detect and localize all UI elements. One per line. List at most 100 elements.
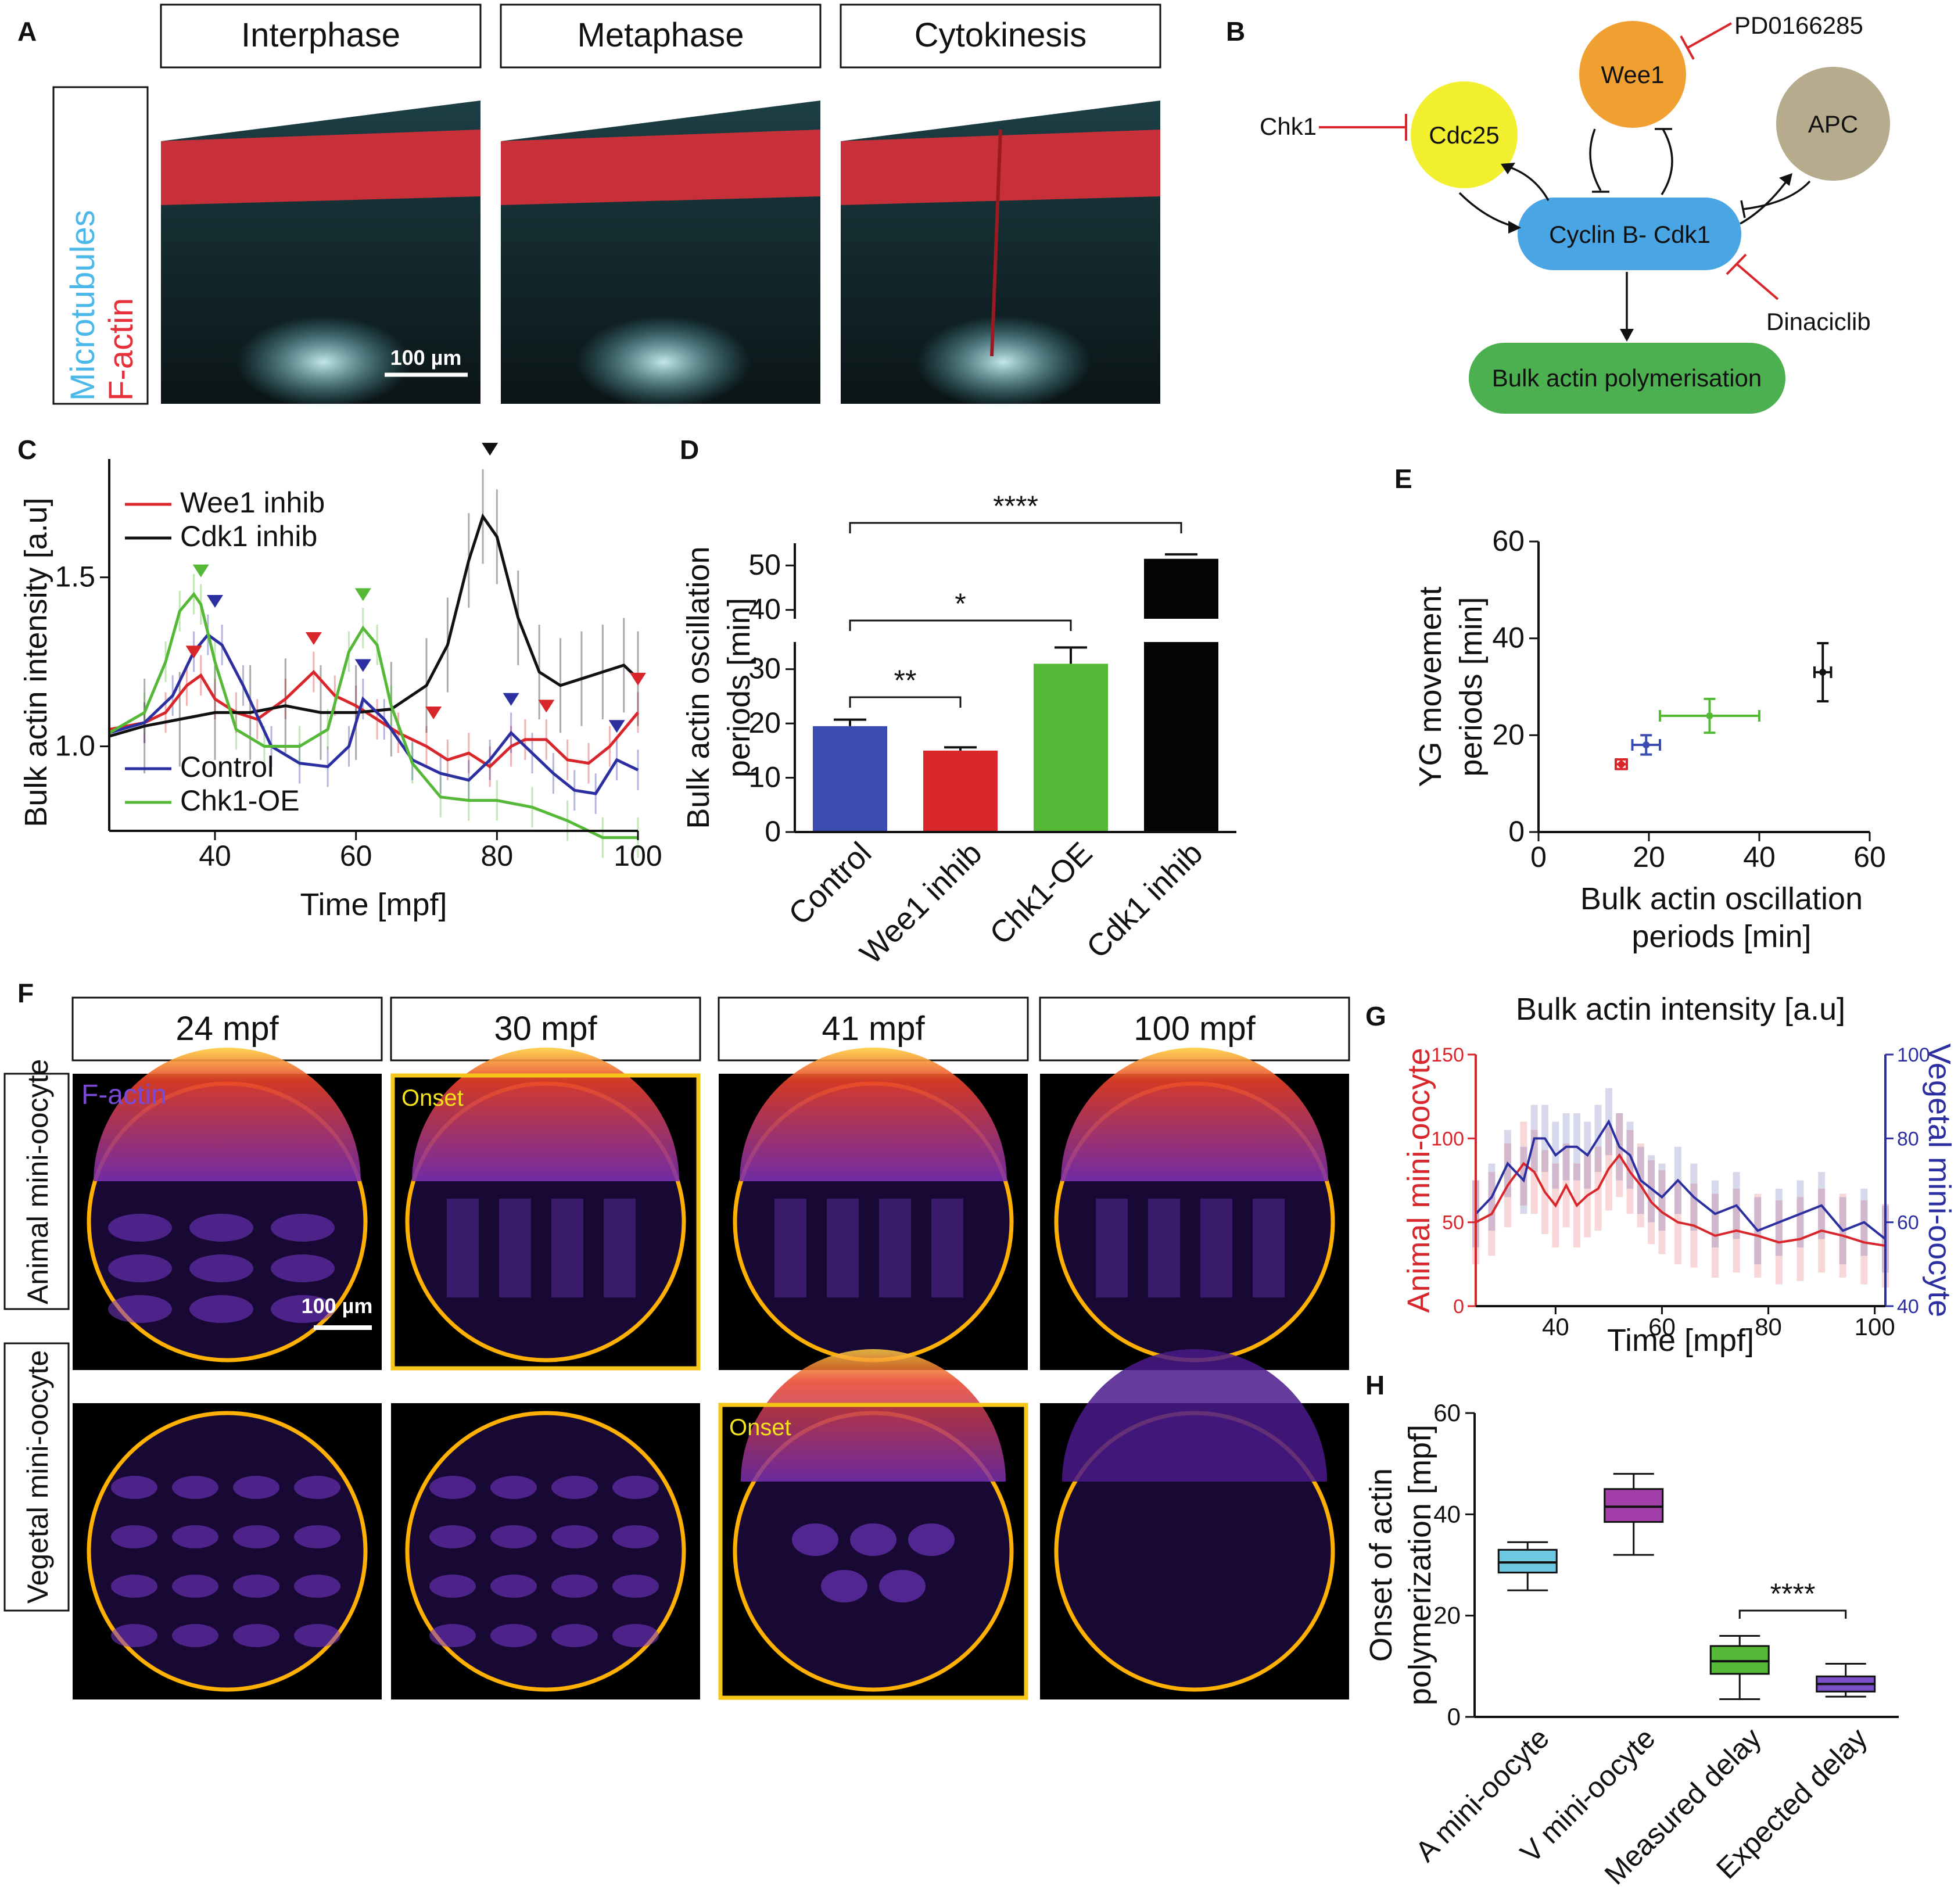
wee1-label: Wee1 (1601, 61, 1665, 88)
apc-inhibit-bar (1740, 200, 1746, 218)
y-tick-label: 1.0 (55, 730, 95, 762)
onset-frame (718, 1403, 1028, 1700)
cytoplasm-network (490, 1525, 537, 1548)
y-axis-title-left: Animal mini-oocyte (1401, 1048, 1436, 1313)
cytoplasm-network (429, 1575, 476, 1598)
cleavage-furrow (990, 129, 1002, 357)
cytoplasm-network (233, 1575, 279, 1598)
x-tick-label: Control (782, 836, 878, 932)
x-tick-label: 100 (1855, 1313, 1895, 1340)
x-tick-label: 80 (1755, 1313, 1782, 1340)
row-label-animal: Animal mini-oocyte (21, 1059, 54, 1304)
box-measured-delay (1709, 1645, 1770, 1675)
cytoplasm-network (271, 1254, 335, 1282)
time-header: 41 mpf (822, 1010, 925, 1048)
cytoplasm-network (189, 1295, 253, 1323)
peak-marker (503, 693, 519, 706)
panel-label-c: C (17, 435, 37, 465)
time-header: 30 mpf (494, 1010, 597, 1048)
cytoplasm-cluster (821, 1570, 867, 1602)
cytoplasm-network (189, 1254, 253, 1282)
data-point (1706, 712, 1713, 719)
series-line-wee1-inhib (109, 669, 639, 769)
x-tick-label: 40 (1542, 1313, 1569, 1340)
onset-frame (390, 1073, 701, 1371)
cytoplasm-cluster (908, 1523, 955, 1556)
actin-cap (1062, 1349, 1327, 1482)
bar-lower-cdk1-inhib (1144, 642, 1218, 832)
legend-label: Cdk1 inhib (180, 520, 317, 553)
stage-header-box (500, 3, 822, 69)
cytoplasm-network (108, 1254, 172, 1282)
cytoplasm-network (172, 1575, 218, 1598)
cytoplasm-network (111, 1624, 157, 1647)
yolk-column (1253, 1199, 1285, 1297)
apc-label: APC (1808, 110, 1858, 138)
x-axis-title: Time [mpf] (300, 887, 447, 922)
cytoplasm-network (111, 1575, 157, 1598)
time-header: 24 mpf (175, 1010, 279, 1048)
y-tick-label: 60 (1433, 1399, 1461, 1426)
cytoplasm-network (612, 1525, 659, 1548)
legend-label: Wee1 inhib (180, 486, 325, 519)
x-tick-label: Chk1-OE (983, 836, 1099, 951)
actin-cap (741, 1349, 1006, 1482)
yolk-column (827, 1199, 859, 1297)
bar-control (813, 726, 887, 832)
x-tick-label: 60 (1853, 841, 1886, 873)
peak-marker (425, 707, 442, 719)
panel-label-a: A (17, 16, 37, 46)
actin-cap (94, 1048, 361, 1181)
dinaciclib-inhibit-bar (1726, 253, 1747, 275)
y-tick-label: 0 (765, 815, 781, 848)
arrowhead (1779, 173, 1792, 186)
peak-marker (538, 700, 555, 713)
box-v-mini-oocyte (1604, 1488, 1664, 1523)
y-tick-label: 40 (1492, 622, 1525, 654)
peak-marker (185, 646, 202, 659)
pd-inhibits-wee1 (1687, 22, 1732, 49)
panel-a-side-label-box (52, 86, 149, 405)
y-tick-label: 20 (1492, 718, 1525, 751)
yolk-column (604, 1199, 636, 1297)
cytoplasm-network (172, 1525, 218, 1548)
y-tick-label-left: 0 (1453, 1296, 1464, 1318)
significance-bracket (1738, 1609, 1847, 1619)
pd0166285-label: PD0166285 (1734, 12, 1863, 39)
y-axis-title: Onset of actin (1364, 1468, 1398, 1662)
series-line-right (1475, 1119, 1887, 1240)
stage-header-box (160, 3, 482, 69)
cytoplasm-network (108, 1214, 172, 1242)
bar-chk1-oe (1034, 664, 1108, 832)
bulk-actin-node (1469, 343, 1785, 414)
panel-f: F 24 mpf 30 mpf 41 mpf 100 mpf Onset Onset F-a… (3, 978, 1350, 1700)
cytoplasm-network (271, 1295, 335, 1323)
cytoplasm-network (294, 1624, 340, 1647)
bulk-actin-label: Bulk actin polymerisation (1492, 364, 1762, 392)
x-tick-label: 40 (199, 840, 231, 872)
cdk1-inhibits-wee1 (1661, 128, 1673, 195)
peak-marker (608, 720, 625, 733)
wee1-node (1579, 21, 1686, 128)
panel-g: G 40 60 80 100 0 50 100 150 40 60 80 100 Bulk actin … (1365, 992, 1957, 1358)
cytoplasm-network (429, 1525, 476, 1548)
panel-a: A Microtubules F-actin Interphase Metapha… (17, 3, 1161, 408)
series-line-cdk1-inhib (109, 513, 639, 738)
y-tick-label-right: 100 (1897, 1044, 1930, 1066)
peak-marker (482, 443, 499, 456)
cytoplasm-network (551, 1476, 598, 1499)
cytoplasm-network (111, 1476, 157, 1499)
y-tick-label-left: 50 (1442, 1212, 1464, 1234)
cytoplasm-network (429, 1476, 476, 1499)
actin-cap (412, 1048, 679, 1181)
row-label-box-animal (3, 1073, 70, 1310)
legend-label: Control (180, 751, 274, 783)
rotated-image-corner (501, 83, 820, 141)
y-tick-label: 1.5 (55, 561, 95, 593)
cytoplasm-network (294, 1525, 340, 1548)
cytoplasm-cluster (850, 1523, 896, 1556)
stage-header-box (840, 3, 1161, 69)
